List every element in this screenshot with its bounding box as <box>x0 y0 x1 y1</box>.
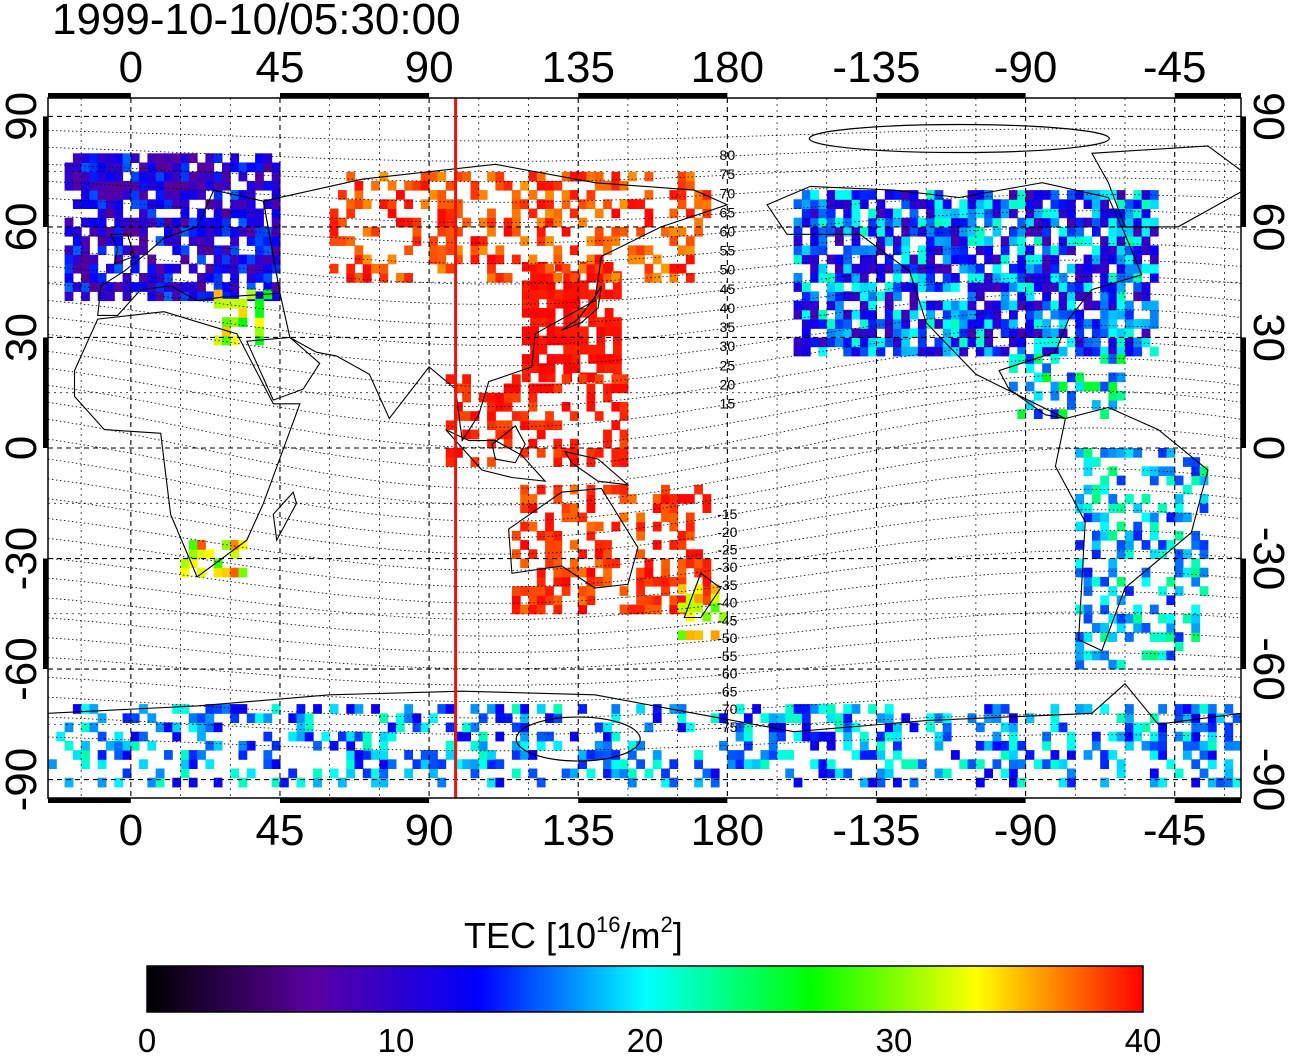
top-lon-tick-label: -135 <box>832 43 920 92</box>
contour-label: -25 <box>717 542 737 558</box>
contour-label: 15 <box>720 396 736 412</box>
colorbar-tick-label: 40 <box>1125 1022 1162 1057</box>
right-lat-tick-label: 30 <box>1244 313 1292 362</box>
contour-label: -75 <box>717 719 737 735</box>
contour-label: -45 <box>717 612 737 628</box>
contour-label: 75 <box>720 166 736 182</box>
top-lon-tick-label: -45 <box>1143 43 1207 92</box>
left-lat-tick-label: 90 <box>0 92 46 141</box>
right-latitude-ticks: 90 60 30 0 -30 -60 -90 <box>1244 92 1292 811</box>
contour-label: 60 <box>720 223 736 239</box>
top-lon-tick-label: 180 <box>691 43 764 92</box>
contour-label: 45 <box>720 281 736 297</box>
contour-label: 80 <box>720 147 736 163</box>
contour-label: 35 <box>720 319 736 335</box>
left-lat-tick-label: 60 <box>0 202 46 251</box>
contour-label: 40 <box>720 300 736 316</box>
contour-label: 50 <box>720 262 736 278</box>
contour-label: -70 <box>717 701 737 717</box>
contour-label: 30 <box>720 338 736 354</box>
top-lon-tick-label: 0 <box>119 43 143 92</box>
contour-label: 20 <box>720 376 736 392</box>
contour-label: -35 <box>717 577 737 593</box>
contour-label: 25 <box>720 357 736 373</box>
bottom-lon-tick-label: 90 <box>405 806 454 855</box>
bottom-lon-tick-label: -135 <box>832 806 920 855</box>
bottom-lon-tick-label: 45 <box>255 806 304 855</box>
top-lon-tick-label: 90 <box>405 43 454 92</box>
right-lat-tick-label: 90 <box>1244 92 1292 141</box>
contour-label: 65 <box>720 204 736 220</box>
left-latitude-ticks: 90 60 30 0 -30 -60 -90 <box>0 92 46 811</box>
bottom-longitude-ticks: 0 45 90 135 180 -135 -90 -45 <box>119 806 1207 855</box>
right-lat-tick-label: 0 <box>1244 436 1292 460</box>
contour-label: -65 <box>717 683 737 699</box>
contour-labels: 80 75 70 65 60 55 50 45 40 35 30 25 20 15 -15 -20 -25-30… <box>717 147 737 735</box>
bottom-lon-tick-label: -45 <box>1143 806 1207 855</box>
tec-region-europe <box>64 153 281 302</box>
left-lat-tick-label: -90 <box>0 748 46 812</box>
contour-label: -40 <box>717 595 737 611</box>
contour-label: -50 <box>717 630 737 646</box>
colorbar-ticks: 0 10 20 30 40 <box>138 1022 1162 1057</box>
colorbar-title: TEC [1016/m2] <box>464 912 683 956</box>
contour-label: -15 <box>717 506 737 522</box>
contour-label: 70 <box>720 185 736 201</box>
contour-label: 55 <box>720 243 736 259</box>
bottom-lon-tick-label: -90 <box>994 806 1058 855</box>
right-lat-tick-label: -30 <box>1244 527 1292 591</box>
top-lon-tick-label: 135 <box>542 43 615 92</box>
right-lat-tick-label: 60 <box>1244 202 1292 251</box>
grid-lines <box>48 98 1241 798</box>
tec-region-siberia <box>329 171 712 283</box>
left-lat-tick-label: -60 <box>0 637 46 701</box>
tec-region-southern-africa <box>180 540 248 578</box>
bottom-lon-tick-label: 135 <box>542 806 615 855</box>
colorbar-tick-label: 10 <box>378 1022 415 1057</box>
map-title: 1999-10-10/05:30:00 <box>52 0 461 44</box>
map-plot-area: 80 75 70 65 60 55 50 45 40 35 30 25 20 15 -15 -20 -25-30… <box>43 93 1246 803</box>
top-lon-tick-label: -90 <box>994 43 1058 92</box>
tec-region-south-america <box>1075 448 1209 670</box>
left-lat-tick-label: -30 <box>0 527 46 591</box>
tec-region-new-zealand <box>677 584 728 641</box>
left-lat-tick-label: 0 <box>0 436 46 460</box>
colorbar-tick-label: 0 <box>138 1022 156 1057</box>
top-lon-tick-label: 45 <box>255 43 304 92</box>
contour-label: -60 <box>717 666 737 682</box>
frame-bars <box>43 93 1246 803</box>
colorbar <box>146 965 1144 1013</box>
bottom-lon-tick-label: 180 <box>691 806 764 855</box>
left-lat-tick-label: 30 <box>0 313 46 362</box>
bottom-lon-tick-label: 0 <box>119 806 143 855</box>
tec-region-central-america <box>1009 354 1126 419</box>
dip-latitude-contours <box>48 123 1241 762</box>
contour-label: -20 <box>717 524 737 540</box>
contour-label: -55 <box>717 648 737 664</box>
colorbar-tick-label: 30 <box>876 1022 913 1057</box>
right-lat-tick-label: -60 <box>1244 637 1292 701</box>
top-longitude-ticks: 0 45 90 135 180 -135 -90 -45 <box>119 43 1207 92</box>
right-lat-tick-label: -90 <box>1244 748 1292 812</box>
colorbar-tick-label: 20 <box>627 1022 664 1057</box>
contour-label: -30 <box>717 559 737 575</box>
coastline-layer <box>48 145 1241 798</box>
